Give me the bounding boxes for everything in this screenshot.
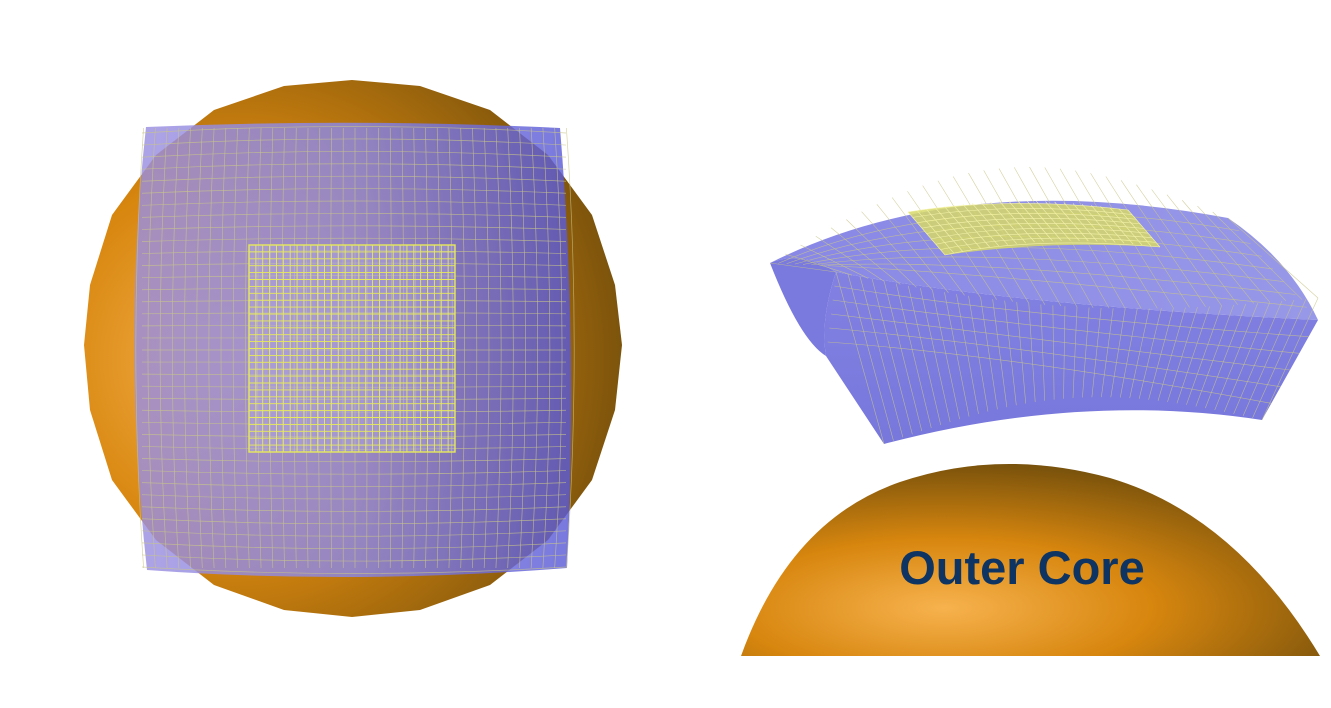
outer-core-label: Outer Core [899,541,1145,594]
shell-slab [769,166,1319,445]
left-view [84,80,622,617]
right-view: Outer Core [741,166,1320,656]
coarse-mesh [134,122,575,578]
refined-mesh-patch [248,244,456,453]
refined-top-patch [908,203,1160,255]
core-cap [741,463,1320,656]
